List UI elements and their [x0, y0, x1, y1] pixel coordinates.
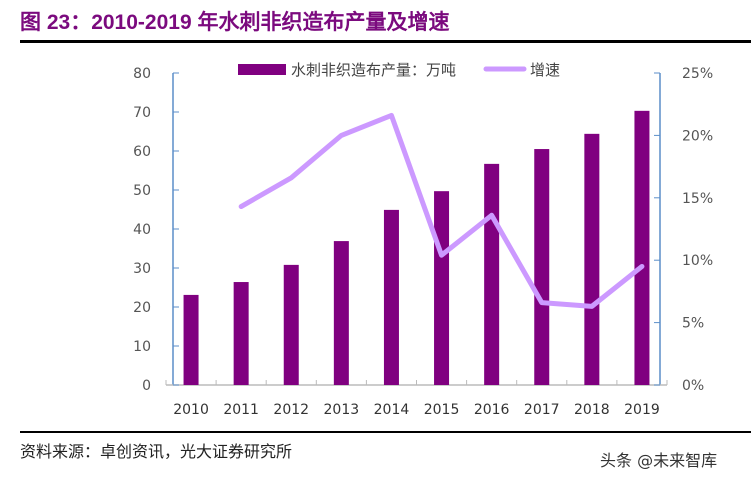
x-tick-label: 2012 — [273, 402, 309, 418]
bar-2013 — [333, 241, 349, 385]
bar-2018 — [584, 133, 600, 385]
right-tick-label: 10% — [682, 253, 713, 269]
bar-2014 — [383, 209, 399, 385]
left-tick-label: 30 — [133, 261, 151, 277]
left-tick-label: 80 — [133, 66, 151, 82]
left-tick-label: 0 — [142, 378, 151, 394]
x-tick-label: 2014 — [374, 402, 410, 418]
x-tick-label: 2010 — [173, 402, 209, 418]
figure-title: 图 23：2010-2019 年水刺非织造布产量及增速 — [20, 11, 450, 34]
legend-bar-label: 水刺非织造布产量：万吨 — [291, 61, 456, 79]
x-tick-label: 2013 — [324, 402, 360, 418]
right-tick-label: 5% — [682, 316, 704, 332]
bar-2019 — [634, 110, 650, 385]
right-tick-label: 15% — [682, 191, 713, 207]
source-note: 资料来源：卓创资讯，光大证券研究所 — [20, 442, 293, 461]
x-tick-label: 2018 — [574, 402, 610, 418]
x-tick-label: 2015 — [424, 402, 460, 418]
bar-2010 — [183, 294, 199, 385]
right-tick-label: 20% — [682, 128, 713, 144]
legend-bar-swatch — [238, 64, 286, 75]
left-tick-label: 20 — [133, 300, 151, 316]
bar-2017 — [534, 149, 550, 385]
left-tick-label: 10 — [133, 339, 151, 355]
chart: 0 10 20 30 40 50 60 70 80 0% 5% 10% 15% 20% 25% 2010 201… — [133, 61, 713, 418]
bar-2012 — [283, 264, 299, 385]
right-tick-label: 0% — [682, 378, 704, 394]
bar-2011 — [233, 282, 249, 385]
left-tick-label: 40 — [133, 222, 151, 238]
watermark: 头条 @未来智库 — [600, 451, 718, 470]
left-tick-label: 70 — [133, 105, 151, 121]
left-tick-label: 50 — [133, 183, 151, 199]
left-tick-label: 60 — [133, 144, 151, 160]
x-tick-label: 2019 — [624, 402, 660, 418]
legend-line-label: 增速 — [530, 61, 560, 79]
bar-2016 — [484, 163, 500, 385]
source-rule — [20, 431, 751, 433]
x-tick-label: 2011 — [223, 402, 259, 418]
right-tick-label: 25% — [682, 66, 713, 82]
title-rule — [20, 40, 751, 43]
bar-2015 — [434, 191, 450, 385]
x-tick-label: 2016 — [474, 402, 510, 418]
x-tick-label: 2017 — [524, 402, 560, 418]
